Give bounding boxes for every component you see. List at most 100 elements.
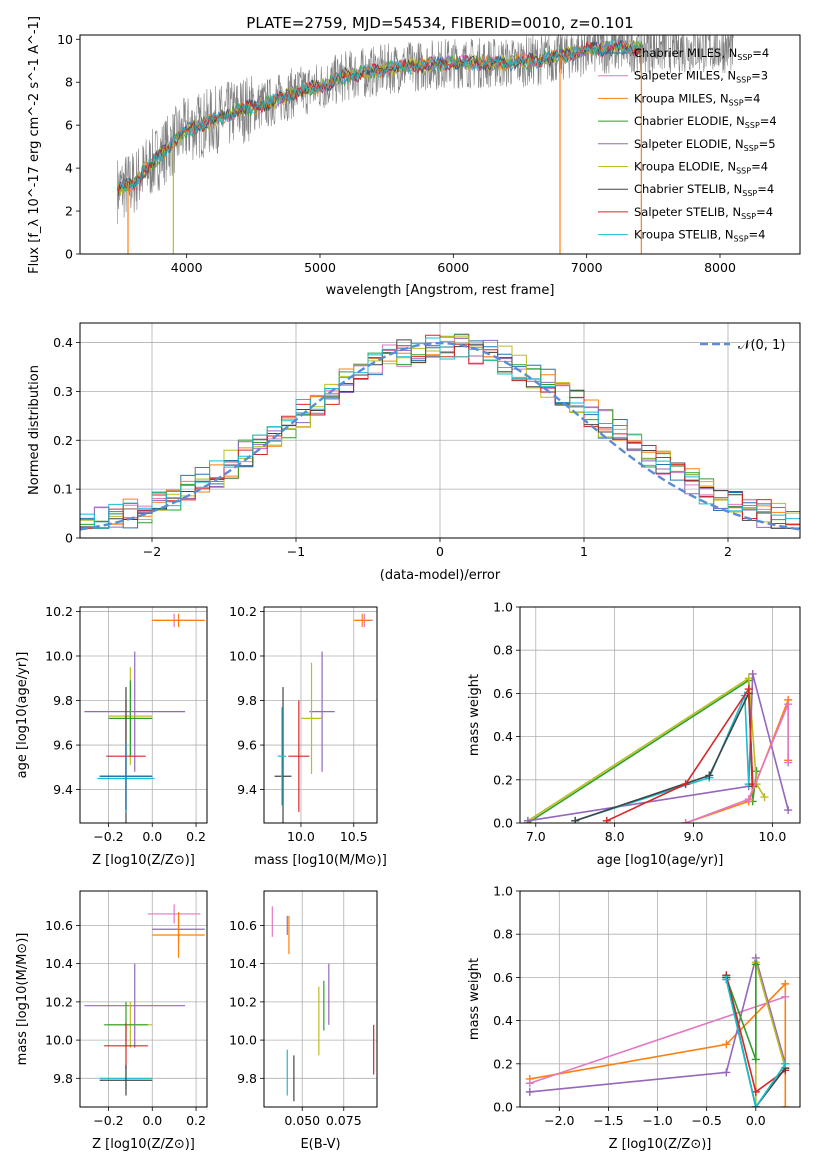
legend-sub: SSP bbox=[736, 76, 751, 85]
legend-label: Kroupa ELODIE, NSSP=4 bbox=[634, 160, 768, 176]
legend-text: Salpeter MILES, N bbox=[634, 69, 736, 83]
y-tick-label: 0.4 bbox=[493, 1013, 513, 1028]
panel-mass_vs_ebv: 0.050 0.075 9.8 10.0 10.2 10.4 10.6 E(B-V) bbox=[229, 890, 378, 1152]
x-tick-label: −2 bbox=[143, 544, 161, 559]
axes-frame bbox=[79, 34, 801, 255]
legend-label: Kroupa STELIB, NSSP=4 bbox=[634, 228, 765, 244]
legend-text: Chabrier STELIB, N bbox=[634, 182, 742, 196]
axes-frame bbox=[79, 890, 208, 1108]
panel-mass_vs_Z: −0.2 0.0 0.2 9.8 10.0 10.2 10.4 10.6 Z [log10(Z/… bbox=[15, 890, 208, 1152]
x-tick-label: 2 bbox=[724, 544, 732, 559]
chart-title: PLATE=2759, MJD=54534, FIBERID=0010, z=0… bbox=[246, 14, 633, 32]
legend-sub: SSP bbox=[744, 144, 759, 153]
x-tick-label: 1 bbox=[580, 544, 588, 559]
plot-area bbox=[274, 613, 373, 823]
y-tick-label: 0.0 bbox=[493, 1100, 513, 1115]
legend-sub: SSP bbox=[742, 189, 757, 198]
y-tick-label: 9.8 bbox=[237, 1071, 257, 1086]
x-tick-label: −2.0 bbox=[544, 1113, 574, 1128]
data-point bbox=[781, 1103, 790, 1107]
data-point bbox=[781, 1059, 790, 1068]
legend-text: =4 bbox=[744, 91, 761, 105]
legend-text: Salpeter STELIB, N bbox=[634, 205, 741, 219]
x-axis-label: Z [log10(Z/Z⊙)] bbox=[92, 1137, 195, 1152]
legend-sub: SSP bbox=[729, 98, 744, 107]
axes-frame bbox=[263, 606, 378, 824]
plot-area bbox=[80, 333, 800, 531]
y-tick-label: 9.6 bbox=[237, 738, 257, 753]
y-tick-label: 10.0 bbox=[229, 1033, 257, 1048]
legend-sub: SSP bbox=[737, 53, 752, 62]
legend-sub: SSP bbox=[736, 167, 751, 176]
y-tick-label: 10.4 bbox=[45, 956, 73, 971]
y-tick-label: 10.2 bbox=[229, 604, 257, 619]
legend-text: Kroupa ELODIE, N bbox=[634, 160, 736, 174]
histogram-line bbox=[80, 334, 800, 529]
data-point bbox=[525, 1087, 534, 1096]
y-tick-label: 0.4 bbox=[53, 335, 73, 350]
data-point bbox=[784, 806, 793, 815]
x-tick-label: −1 bbox=[287, 544, 305, 559]
x-tick-label: 10.0 bbox=[287, 829, 315, 844]
x-tick-label: 8000 bbox=[704, 260, 736, 275]
series-line bbox=[725, 979, 786, 1107]
x-axis-label: (data-model)/error bbox=[380, 568, 501, 583]
data-point bbox=[781, 979, 790, 988]
histogram-line bbox=[80, 340, 800, 529]
plot-area bbox=[525, 953, 790, 1107]
y-tick-label: 10.2 bbox=[45, 604, 73, 619]
legend-label: 𝒩(0, 1) bbox=[738, 338, 785, 353]
panel-spectrum: 4000 5000 6000 7000 8000 0 2 4 6 8 10 Chabrier MILE… bbox=[27, 14, 801, 298]
y-tick-label: 0.8 bbox=[493, 927, 513, 942]
x-tick-label: 8.0 bbox=[605, 829, 625, 844]
data-point bbox=[784, 758, 793, 767]
series-line bbox=[574, 693, 754, 822]
data-point bbox=[523, 816, 532, 823]
data-point bbox=[705, 771, 714, 780]
data-point bbox=[681, 780, 690, 789]
y-tick-label: 0.6 bbox=[493, 970, 513, 985]
y-tick-label: 9.8 bbox=[237, 693, 257, 708]
y-tick-label: 10.4 bbox=[229, 956, 257, 971]
x-tick-label: 9.0 bbox=[684, 829, 704, 844]
legend-text: Kroupa MILES, N bbox=[634, 91, 729, 105]
y-tick-label: 10.2 bbox=[45, 994, 73, 1009]
y-tick-label: 9.4 bbox=[237, 782, 257, 797]
x-tick-label: 10.0 bbox=[758, 829, 786, 844]
axes-frame bbox=[79, 322, 801, 539]
y-axis-label: age [log10(age/yr)] bbox=[15, 652, 30, 779]
data-point bbox=[760, 793, 769, 802]
x-tick-label: 0.2 bbox=[186, 829, 206, 844]
y-tick-label: 9.4 bbox=[53, 782, 73, 797]
legend-label: Salpeter MILES, NSSP=3 bbox=[634, 69, 768, 85]
histogram-line bbox=[80, 337, 800, 529]
x-tick-label: 0.0 bbox=[142, 1113, 162, 1128]
y-tick-label: 10.0 bbox=[45, 1033, 73, 1048]
y-tick-label: 10.0 bbox=[45, 648, 73, 663]
legend-text: =4 bbox=[749, 228, 766, 242]
x-tick-label: 7000 bbox=[571, 260, 603, 275]
y-tick-label: 10 bbox=[57, 32, 73, 47]
data-point bbox=[781, 992, 790, 1001]
plot-area bbox=[116, 35, 734, 254]
x-axis-label: mass [log10(M/M⊙)] bbox=[254, 853, 387, 868]
axes-frame bbox=[79, 606, 208, 824]
y-tick-label: 0.2 bbox=[493, 772, 513, 787]
series-line bbox=[527, 678, 758, 823]
model-line bbox=[117, 40, 643, 196]
x-axis-label: age [log10(age/yr)] bbox=[597, 853, 724, 868]
data-point bbox=[751, 1103, 760, 1107]
panel-age_vs_Z: −0.2 0.0 0.2 9.4 9.6 9.8 10.0 10.2 Z [log10(Z/Z⊙… bbox=[15, 604, 208, 868]
y-tick-label: 10.0 bbox=[229, 648, 257, 663]
data-point bbox=[784, 700, 793, 709]
legend-label: Chabrier MILES, NSSP=4 bbox=[634, 46, 769, 62]
x-tick-label: −0.2 bbox=[93, 1113, 123, 1128]
model-line bbox=[117, 39, 643, 192]
x-tick-label: 0.075 bbox=[326, 1113, 362, 1128]
y-tick-label: 8 bbox=[65, 75, 73, 90]
y-tick-label: 10.6 bbox=[229, 918, 257, 933]
plot-area bbox=[84, 613, 205, 823]
legend-label: Chabrier ELODIE, NSSP=4 bbox=[634, 114, 777, 130]
legend-text: Chabrier ELODIE, N bbox=[634, 114, 745, 128]
